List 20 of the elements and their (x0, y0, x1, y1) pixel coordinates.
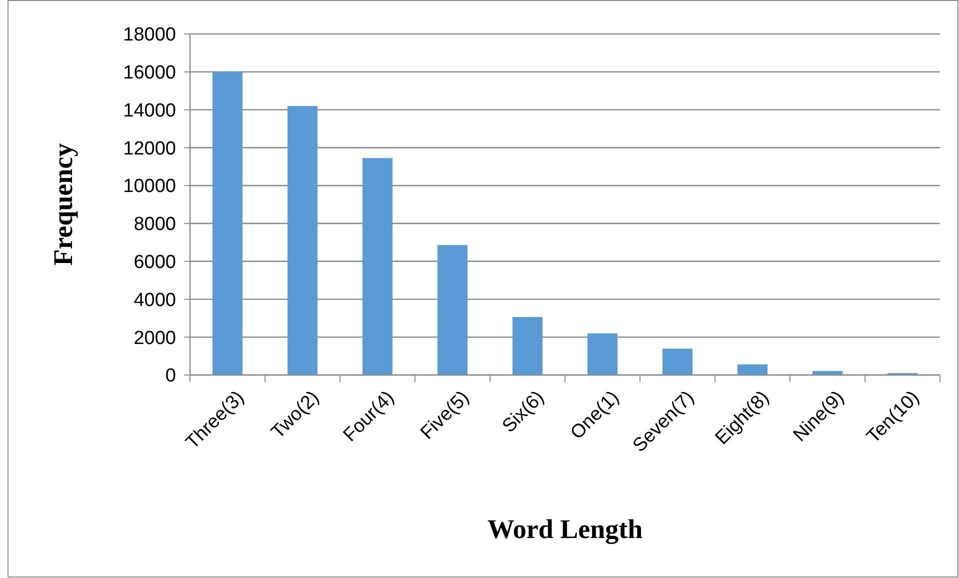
y-tick-label: 12000 (123, 138, 176, 160)
y-tick-label: 8000 (134, 214, 176, 236)
bar (512, 317, 542, 375)
y-axis-title: Frequency (48, 142, 78, 266)
bar (662, 348, 692, 375)
y-tick-label: 18000 (123, 24, 176, 46)
y-tick-label: 10000 (123, 176, 176, 198)
bar (362, 158, 392, 375)
y-tick-label: 2000 (134, 328, 176, 349)
bar (212, 72, 242, 375)
y-tick-label: 6000 (134, 252, 176, 273)
x-axis-title: Word Length (487, 514, 643, 544)
y-tick-label: 16000 (123, 62, 176, 84)
y-tick-label: 14000 (123, 100, 176, 122)
bar (738, 364, 768, 375)
y-tick-label: 0 (165, 366, 176, 387)
bar (438, 245, 468, 375)
y-tick-label: 4000 (134, 290, 176, 311)
bar (288, 106, 318, 375)
bar (588, 333, 618, 375)
